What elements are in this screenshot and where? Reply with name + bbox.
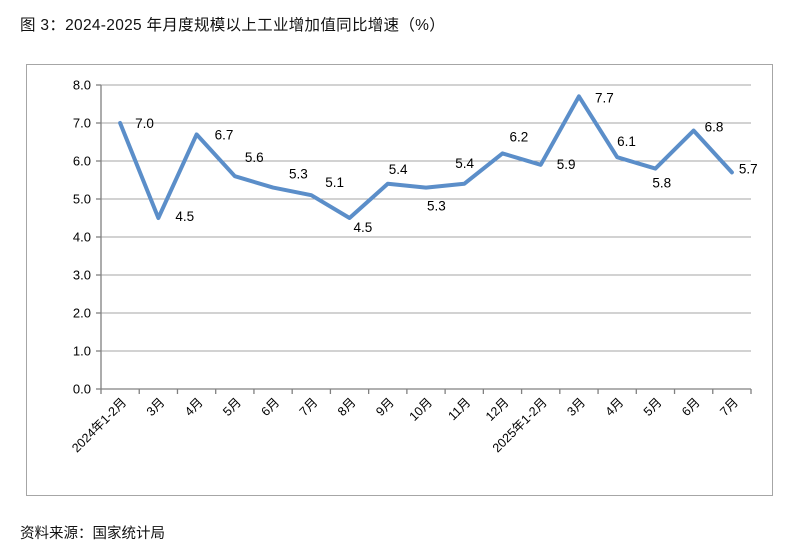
svg-text:4月: 4月 — [182, 395, 206, 419]
svg-text:2024年1-2月: 2024年1-2月 — [69, 395, 129, 455]
svg-text:12月: 12月 — [483, 395, 512, 424]
svg-text:6月: 6月 — [259, 395, 283, 419]
svg-text:6.2: 6.2 — [509, 129, 528, 144]
svg-text:9月: 9月 — [373, 395, 397, 419]
x-axis-tick-labels: 2024年1-2月 3月 4月 5月 6月 7月 8月 9月 10月 11月 12月2025年1-2… — [69, 395, 741, 455]
svg-text:6.0: 6.0 — [73, 154, 91, 169]
line-chart: 0.0 1.0 2.0 3.0 4.0 5.0 6.0 7.0 8.0 2024年1-2月 3月 4月… — [69, 78, 758, 456]
svg-text:3月: 3月 — [564, 395, 588, 419]
svg-text:8.0: 8.0 — [73, 78, 91, 93]
svg-text:5.1: 5.1 — [325, 175, 344, 190]
svg-text:5.7: 5.7 — [739, 161, 758, 176]
axes — [96, 84, 752, 394]
svg-text:6.8: 6.8 — [705, 120, 724, 135]
svg-text:2.0: 2.0 — [73, 306, 91, 321]
svg-text:5.8: 5.8 — [652, 176, 671, 191]
svg-text:3.0: 3.0 — [73, 268, 91, 283]
svg-text:4.5: 4.5 — [354, 220, 373, 235]
source-note: 资料来源：国家统计局 — [20, 526, 165, 542]
svg-text:5.9: 5.9 — [557, 157, 576, 172]
svg-text:5月: 5月 — [641, 395, 665, 419]
svg-text:0.0: 0.0 — [73, 382, 91, 397]
svg-text:6.7: 6.7 — [215, 127, 234, 142]
svg-text:5.0: 5.0 — [73, 192, 91, 207]
svg-text:11月: 11月 — [445, 395, 473, 423]
svg-text:7.0: 7.0 — [135, 116, 154, 131]
svg-text:5.3: 5.3 — [289, 167, 308, 182]
series-line — [118, 94, 734, 220]
svg-text:4.5: 4.5 — [175, 209, 194, 224]
svg-text:5.4: 5.4 — [455, 156, 474, 171]
svg-text:4.0: 4.0 — [73, 230, 91, 245]
svg-text:6月: 6月 — [679, 395, 703, 419]
svg-text:7.7: 7.7 — [595, 90, 614, 105]
chart-frame: 0.0 1.0 2.0 3.0 4.0 5.0 6.0 7.0 8.0 2024年1-2月 3月 4月… — [26, 64, 773, 496]
figure-title: 图 3：2024-2025 年月度规模以上工业增加值同比增速（%） — [20, 17, 446, 34]
data-labels: 7.0 4.5 6.7 5.6 5.3 5.1 4.5 5.4 5.3 5.4 6.2 5.9 7.7 6… — [135, 90, 758, 235]
svg-text:5.4: 5.4 — [389, 162, 408, 177]
svg-text:7.0: 7.0 — [73, 116, 91, 131]
svg-text:7月: 7月 — [297, 395, 321, 419]
svg-text:5月: 5月 — [220, 395, 244, 419]
svg-text:6.1: 6.1 — [617, 134, 636, 149]
svg-text:5.3: 5.3 — [427, 199, 446, 214]
gridlines — [101, 84, 751, 352]
svg-text:4月: 4月 — [603, 395, 627, 419]
svg-text:1.0: 1.0 — [73, 344, 91, 359]
y-axis-tick-labels: 0.0 1.0 2.0 3.0 4.0 5.0 6.0 7.0 8.0 — [73, 78, 91, 397]
svg-text:3月: 3月 — [144, 395, 168, 419]
svg-text:10月: 10月 — [407, 395, 436, 424]
svg-text:8月: 8月 — [335, 395, 359, 419]
svg-text:5.6: 5.6 — [245, 150, 264, 165]
svg-text:7月: 7月 — [717, 395, 741, 419]
